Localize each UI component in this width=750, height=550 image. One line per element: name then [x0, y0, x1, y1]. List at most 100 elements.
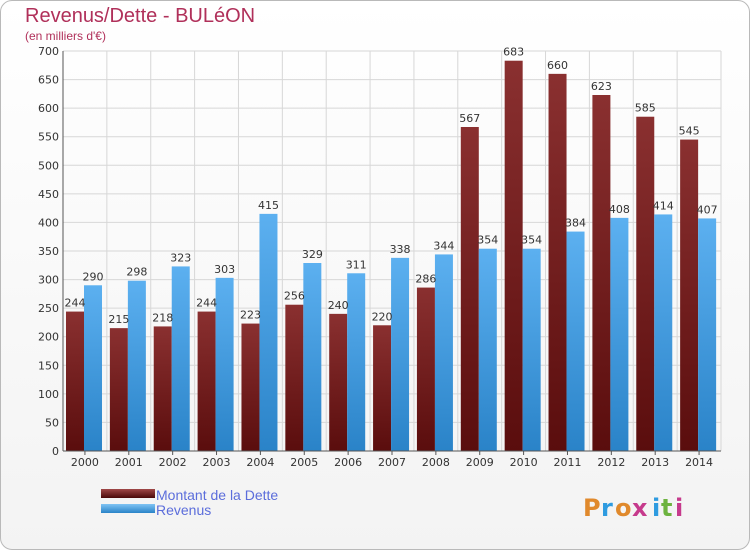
x-tick-label: 2002 [159, 456, 187, 469]
bar-debt [197, 311, 216, 451]
bar-revenue [566, 231, 585, 451]
legend-swatch-revenue [101, 504, 155, 513]
bar-debt [680, 139, 699, 452]
y-tick-label: 650 [38, 74, 59, 87]
bar-debt [66, 311, 84, 451]
bar-debt [460, 127, 479, 451]
bar-debt [636, 116, 655, 451]
data-label-debt: 244 [196, 297, 217, 310]
x-tick-label: 2005 [290, 456, 318, 469]
y-tick-label: 150 [38, 359, 59, 372]
y-tick-label: 500 [38, 159, 59, 172]
brand-letter: P [583, 494, 601, 522]
bar-debt [329, 313, 348, 451]
bar-revenue [522, 248, 541, 451]
bar-revenue [391, 257, 410, 451]
bar-debt [241, 323, 260, 451]
y-tick-label: 100 [38, 388, 59, 401]
data-label-debt: 545 [679, 125, 700, 138]
legend-label-debt: Montant de la Dette [156, 487, 278, 503]
data-label-debt: 215 [108, 313, 129, 326]
brand-letter: o [615, 494, 632, 522]
bar-revenue [84, 285, 102, 451]
data-label-revenue: 338 [390, 243, 411, 256]
brand-letter: x [632, 494, 648, 522]
x-tick-label: 2013 [641, 456, 669, 469]
x-tick-label: 2012 [597, 456, 625, 469]
y-tick-label: 300 [38, 274, 59, 287]
brand-letter: i [675, 494, 683, 522]
x-tick-label: 2003 [203, 456, 231, 469]
bar-revenue [303, 263, 322, 451]
data-label-debt: 240 [328, 299, 349, 312]
data-label-revenue: 323 [170, 251, 191, 264]
bar-revenue [259, 213, 278, 451]
y-tick-label: 350 [38, 245, 59, 258]
data-label-revenue: 303 [214, 263, 235, 276]
bar-debt [109, 328, 128, 451]
data-label-revenue: 415 [258, 199, 279, 212]
data-label-revenue: 384 [565, 217, 586, 230]
data-label-debt: 256 [284, 290, 305, 303]
data-label-revenue: 298 [126, 266, 147, 279]
bar-revenue [434, 254, 453, 451]
data-label-debt: 660 [547, 59, 568, 72]
x-tick-label: 2006 [334, 456, 362, 469]
bar-revenue [698, 218, 717, 451]
data-label-debt: 623 [591, 80, 612, 93]
data-label-revenue: 290 [83, 270, 104, 283]
data-label-revenue: 354 [477, 234, 498, 247]
chart-title: Revenus/Dette - BULéON [25, 5, 256, 27]
data-label-debt: 220 [372, 310, 393, 323]
bar-revenue [127, 280, 146, 451]
data-label-debt: 244 [65, 297, 86, 310]
data-label-revenue: 408 [609, 203, 630, 216]
x-tick-label: 2011 [553, 456, 581, 469]
bar-debt [548, 73, 567, 451]
x-tick-label: 2008 [422, 456, 450, 469]
bar-revenue [654, 214, 673, 451]
x-tick-label: 2000 [71, 456, 99, 469]
x-tick-label: 2007 [378, 456, 406, 469]
legend-swatch-debt [101, 489, 155, 498]
data-label-debt: 683 [503, 46, 524, 59]
bar-revenue [215, 277, 234, 451]
x-tick-label: 2004 [246, 456, 274, 469]
data-label-revenue: 407 [697, 203, 718, 216]
brand-letter: r [601, 494, 613, 522]
data-label-revenue: 354 [521, 234, 542, 247]
x-tick-label: 2001 [115, 456, 143, 469]
data-label-revenue: 311 [346, 258, 367, 271]
bar-revenue [610, 217, 629, 451]
data-label-revenue: 414 [653, 199, 674, 212]
bar-debt [285, 304, 304, 451]
bar-debt [504, 60, 523, 451]
y-tick-label: 600 [38, 102, 59, 115]
data-label-debt: 585 [635, 102, 656, 115]
brand-logo: P r o x i t i [583, 494, 683, 522]
data-label-debt: 218 [152, 311, 173, 324]
data-label-debt: 567 [459, 112, 480, 125]
bar-revenue [347, 273, 366, 451]
y-tick-label: 450 [38, 188, 59, 201]
x-tick-label: 2010 [510, 456, 538, 469]
y-tick-label: 250 [38, 302, 59, 315]
legend: Montant de la Dette Revenus [101, 487, 278, 518]
bar-revenue [478, 248, 497, 451]
bar-debt [416, 287, 435, 451]
brand-letter: t [661, 494, 672, 522]
bar-debt [153, 326, 172, 451]
data-label-debt: 286 [415, 273, 436, 286]
y-tick-label: 0 [52, 445, 59, 458]
chart-subtitle: (en milliers d'€) [25, 29, 106, 43]
y-tick-label: 50 [45, 416, 59, 429]
bar-revenue [171, 266, 190, 451]
x-tick-label: 2009 [466, 456, 494, 469]
y-tick-label: 550 [38, 131, 59, 144]
data-label-revenue: 344 [433, 239, 454, 252]
x-tick-label: 2014 [685, 456, 713, 469]
bar-debt [592, 95, 611, 451]
brand-letter: i [652, 494, 660, 522]
